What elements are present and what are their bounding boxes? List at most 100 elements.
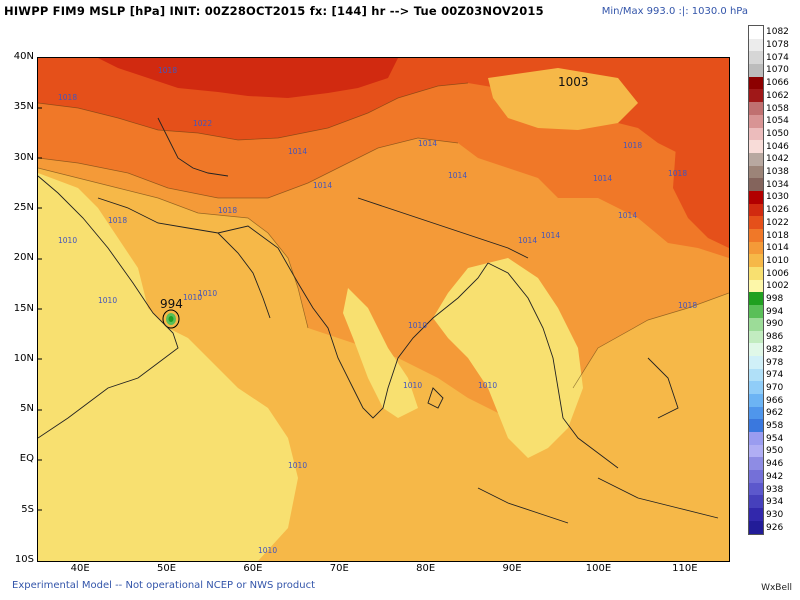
colorbar-swatch [749,457,763,471]
colorbar-swatch [749,406,763,420]
colorbar-swatch [749,203,763,217]
lon-label: 70E [329,563,349,574]
colorbar-label: 1022 [766,217,789,228]
isobar-label: 1010 [288,461,307,470]
colorbar-swatch [749,305,763,318]
fill-1022-east [673,98,729,248]
colorbar-label: 942 [766,471,784,482]
isobar-label: 1010 [183,293,202,302]
colorbar-swatch [749,51,763,65]
lon-label: 80E [416,563,436,574]
colorbar-label: 1042 [766,154,789,165]
colorbar-swatch [749,26,763,39]
colorbar-label: 1002 [766,281,789,292]
isobar-label: 1014 [541,231,560,240]
colorbar-label: 982 [766,344,784,355]
colorbar-label: 990 [766,319,784,330]
colorbar-label: 1082 [766,27,789,38]
colorbar-swatch [749,76,763,90]
colorbar-swatch [749,419,763,432]
colorbar-swatch [749,292,763,306]
lat-label: 5N [20,403,34,415]
colorbar-label: 1074 [766,52,789,63]
lat-label: 10S [14,554,34,565]
pressure-map[interactable]: 1018 1018 1022 1014 1018 1014 1010 1010 1010 1010… [37,57,730,562]
brand-logo: WxBell [761,583,792,593]
isobar-label: 1018 [678,301,697,310]
colorbar-swatch [749,165,763,179]
fill-1006-india [343,288,418,418]
colorbar-swatch [749,216,763,229]
colorbar-label: 1058 [766,103,789,114]
low-pressure-label-north: 1003 [558,75,589,89]
colorbar-swatch [749,114,763,128]
colorbar-swatch [749,267,763,280]
low-pressure-label: 994 [160,297,183,311]
isobar-label: 1010 [408,321,427,330]
isobar-label: 1018 [623,141,642,150]
colorbar-swatch [749,38,763,52]
colorbar-label: 1054 [766,116,789,127]
isobar-label: 1010 [58,236,77,245]
colorbar-label: 978 [766,357,784,368]
colorbar-label: 954 [766,433,784,444]
colorbar-label: 1050 [766,128,789,139]
colorbar-label: 1030 [766,192,789,203]
colorbar-label: 998 [766,294,784,305]
lat-label: 5S [21,503,34,515]
colorbar-swatch [749,127,763,141]
lon-label: 100E [585,563,612,574]
lat-label: 30N [13,151,34,163]
isobar-label: 1010 [478,381,497,390]
lat-label: 10N [13,352,34,364]
low-center [162,309,180,329]
colorbar-swatch [749,508,763,521]
colorbar-label: 966 [766,395,784,406]
lat-label: 25N [13,201,34,213]
colorbar-label: 1010 [766,255,789,266]
lat-label: 20N [13,252,34,264]
colorbar-swatch [749,279,763,293]
isobar-label: 1014 [618,211,637,220]
lon-label: 60E [243,563,263,574]
colorbar-label: 946 [766,459,784,470]
colorbar-label: 926 [766,522,784,533]
colorbar-swatch [749,368,763,382]
chart-title: HIWPP FIM9 MSLP [hPa] INIT: 00Z28OCT2015… [4,4,544,18]
colorbar-swatch [749,317,763,331]
colorbar-label: 1046 [766,141,789,152]
isobar-label: 1022 [193,119,212,128]
isobar-label: 1018 [668,169,687,178]
isobar-label: 1010 [258,546,277,555]
isobar-label: 1010 [98,296,117,305]
lon-label: 110E [672,563,698,574]
colorbar-swatch [749,178,763,191]
grid-ticks [38,107,42,511]
colorbar-swatch [749,520,763,534]
colorbar-label: 1062 [766,90,789,101]
colorbar-swatch [749,89,763,103]
colorbar-swatch [749,381,763,394]
fill-1006-west [38,173,298,561]
colorbar-swatch [749,470,763,483]
colorbar-label: 970 [766,382,784,393]
colorbar-swatch [749,241,763,255]
lat-label: 15N [13,302,34,314]
isobar-label: 1014 [448,171,467,180]
isobar-label: 1018 [108,216,127,225]
fill-plateau [488,68,638,130]
lat-label: EQ [19,453,34,465]
colorbar-label: 1038 [766,167,789,178]
colorbar-swatch [749,355,763,369]
isobar-label: 1014 [418,139,437,148]
colorbar-label: 958 [766,421,784,432]
colorbar-swatch [749,152,763,166]
pressure-colorbar [748,25,764,535]
colorbar-label: 994 [766,306,784,317]
colorbar-label: 1014 [766,243,789,254]
fill-1006-bay [433,258,583,458]
colorbar-label: 1034 [766,179,789,190]
isobar-label: 1010 [198,289,217,298]
min-max-readout: Min/Max 993.0 :|: 1030.0 hPa [601,6,748,17]
